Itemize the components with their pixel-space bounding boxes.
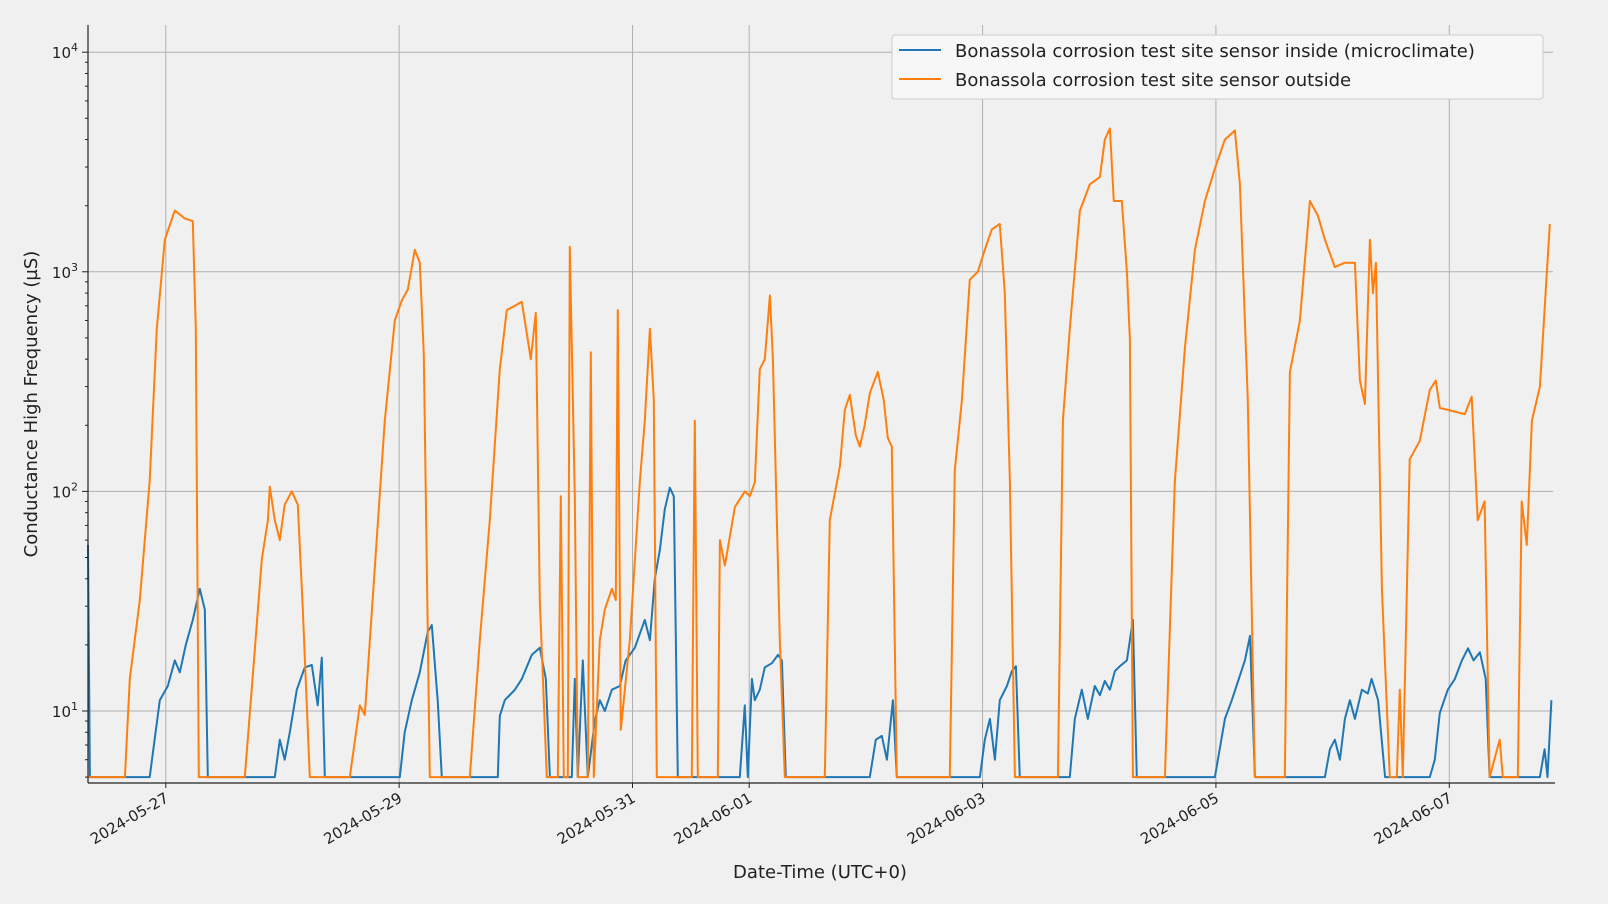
y-tick-label: 103 — [52, 261, 78, 282]
x-axis-label: Date-Time (UTC+0) — [733, 862, 907, 883]
legend-label-outside: Bonassola corrosion test site sensor out… — [955, 70, 1351, 91]
y-axis-label: Conductance High Frequency (µS) — [21, 251, 42, 558]
series-line-1 — [88, 127, 1551, 779]
legend-label-inside: Bonassola corrosion test site sensor ins… — [955, 41, 1475, 62]
legend-box — [891, 34, 1544, 100]
grid — [88, 25, 1553, 783]
y-tick-label: 104 — [52, 41, 78, 62]
legend: Bonassola corrosion test site sensor ins… — [891, 34, 1544, 100]
series-line-0 — [87, 486, 1553, 779]
series-lines — [87, 127, 1553, 779]
y-tick-label: 101 — [52, 700, 78, 721]
y-tick-label: 102 — [52, 480, 78, 501]
